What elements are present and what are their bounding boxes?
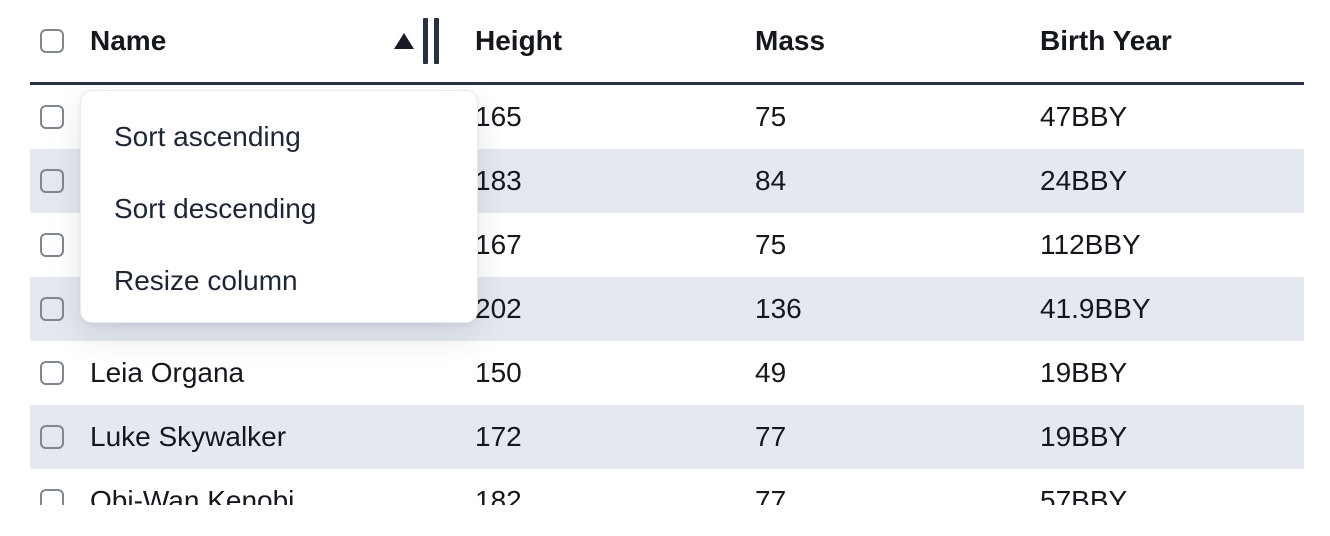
- cell-birth-year: 19BBY: [1040, 421, 1128, 452]
- column-header-mass[interactable]: Mass: [755, 25, 826, 56]
- data-table: Name Height Mass Birth Year 165 75 47BBY: [30, 0, 1304, 505]
- sort-ascending-icon: [394, 33, 414, 49]
- table-header-row: Name Height Mass Birth Year: [30, 0, 1304, 85]
- cell-mass: 49: [755, 357, 787, 388]
- cell-birth-year: 57BBY: [1040, 485, 1128, 505]
- table-row[interactable]: Obi-Wan Kenobi 182 77 57BBY: [30, 469, 1304, 505]
- cell-height: 167: [475, 229, 522, 260]
- resize-bar-icon: [434, 18, 439, 64]
- column-header-name-label: Name: [90, 25, 167, 56]
- resize-bar-icon: [423, 18, 428, 64]
- row-checkbox[interactable]: [40, 297, 64, 321]
- menu-item-sort-ascending[interactable]: Sort ascending: [114, 121, 301, 152]
- cell-mass: 75: [755, 229, 787, 260]
- cell-mass: 77: [755, 421, 787, 452]
- table-row[interactable]: Leia Organa 150 49 19BBY: [30, 341, 1304, 405]
- cell-height: 150: [475, 357, 522, 388]
- cell-name: Obi-Wan Kenobi: [90, 485, 295, 505]
- cell-name: Leia Organa: [90, 357, 245, 388]
- row-checkbox-cell: [30, 169, 90, 193]
- cell-mass: 75: [755, 101, 787, 132]
- cell-birth-year: 19BBY: [1040, 357, 1128, 388]
- column-resize-handle[interactable]: [423, 18, 439, 64]
- table-row[interactable]: 165 75 47BBY: [30, 85, 1304, 149]
- column-header-name[interactable]: Name: [90, 0, 475, 82]
- cell-mass: 77: [755, 485, 787, 505]
- row-checkbox[interactable]: [40, 233, 64, 257]
- cell-height: 165: [475, 101, 522, 132]
- row-checkbox-cell: [30, 233, 90, 257]
- cell-birth-year: 47BBY: [1040, 101, 1128, 132]
- menu-item-sort-descending[interactable]: Sort descending: [114, 193, 317, 224]
- cell-height: 202: [475, 293, 522, 324]
- row-checkbox[interactable]: [40, 169, 64, 193]
- row-checkbox[interactable]: [40, 489, 64, 505]
- select-all-cell: [30, 29, 90, 53]
- row-checkbox-cell: [30, 425, 90, 449]
- table-row[interactable]: Luke Skywalker 172 77 19BBY: [30, 405, 1304, 469]
- cell-birth-year: 24BBY: [1040, 165, 1128, 196]
- row-checkbox[interactable]: [40, 361, 64, 385]
- cell-height: 183: [475, 165, 522, 196]
- table-row[interactable]: 167 75 112BBY: [30, 213, 1304, 277]
- cell-mass: 136: [755, 293, 802, 324]
- row-checkbox-cell: [30, 297, 90, 321]
- cell-height: 182: [475, 485, 522, 505]
- cell-name: Luke Skywalker: [90, 421, 287, 452]
- select-all-checkbox[interactable]: [40, 29, 64, 53]
- row-checkbox-cell: [30, 489, 90, 505]
- menu-item-resize-column[interactable]: Resize column: [114, 265, 298, 296]
- column-context-menu: Sort ascending Sort descending Resize co…: [80, 90, 478, 323]
- cell-height: 172: [475, 421, 522, 452]
- column-header-height[interactable]: Height: [475, 25, 563, 56]
- column-header-birth-year[interactable]: Birth Year: [1040, 25, 1172, 56]
- row-checkbox-cell: [30, 105, 90, 129]
- row-checkbox-cell: [30, 361, 90, 385]
- cell-birth-year: 112BBY: [1040, 229, 1141, 260]
- row-checkbox[interactable]: [40, 105, 64, 129]
- cell-mass: 84: [755, 165, 787, 196]
- cell-birth-year: 41.9BBY: [1040, 293, 1151, 324]
- row-checkbox[interactable]: [40, 425, 64, 449]
